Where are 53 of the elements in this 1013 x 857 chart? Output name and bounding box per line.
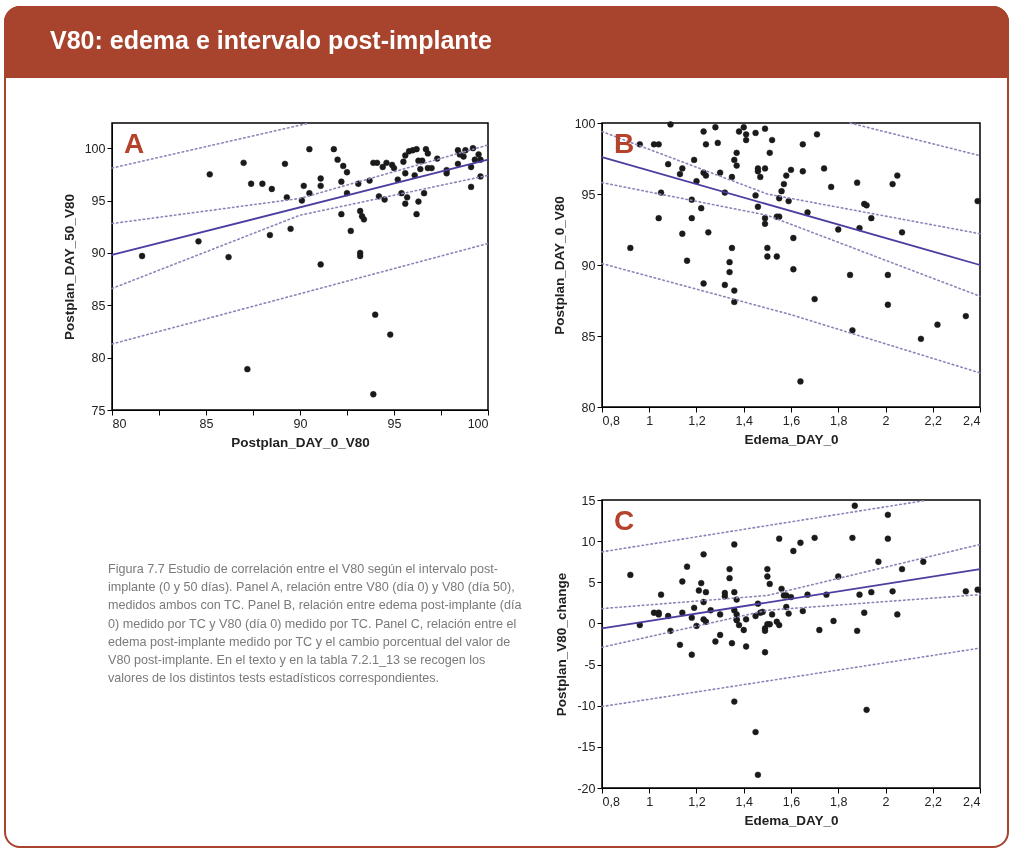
x-tick-label: 85 (199, 416, 214, 431)
y-tick-label: 90 (581, 258, 596, 273)
x-axis-title: Edema_DAY_0 (744, 813, 839, 828)
y-tick-label: 95 (91, 194, 106, 209)
y-tick-label: 75 (91, 403, 106, 418)
y-tick-label: 95 (581, 187, 596, 202)
x-tick-label: 0,8 (602, 413, 620, 428)
x-tick-label: 2 (882, 413, 890, 428)
x-tick-label: 1,6 (782, 413, 801, 428)
x-axis-title: Edema_DAY_0 (744, 432, 839, 447)
y-tick-label: -10 (577, 699, 596, 714)
y-tick-label: 80 (581, 400, 596, 415)
chart-title: V80: edema e intervalo post-implante (50, 26, 492, 55)
x-tick-label: 95 (387, 416, 402, 431)
x-tick-label: 1,2 (688, 413, 706, 428)
y-tick-label: -5 (584, 658, 596, 673)
x-tick-label: 1,8 (830, 413, 848, 428)
x-tick-label: 2 (882, 794, 890, 809)
x-axis-title: Postplan_DAY_0_V80 (231, 435, 370, 450)
x-tick-label: 2,2 (924, 794, 942, 809)
y-tick-label: 5 (588, 575, 596, 590)
x-tick-label: 0,8 (602, 794, 620, 809)
y-tick-label: -15 (577, 740, 596, 755)
y-tick-label: 100 (84, 141, 106, 156)
annotation: A (124, 128, 145, 159)
y-tick-label: 15 (581, 493, 596, 508)
y-tick-label: 80 (91, 351, 106, 366)
x-tick-label: 100 (467, 416, 489, 431)
x-tick-label: 80 (112, 416, 127, 431)
x-tick-label: 1 (646, 413, 654, 428)
annotation: B (614, 128, 635, 159)
y-axis-title: Postplan_DAY_0_V80 (551, 196, 567, 335)
y-tick-label: 0 (588, 616, 596, 631)
y-axis-title: Postplan_V80_change (554, 572, 570, 717)
x-tick-label: 1,8 (830, 794, 848, 809)
y-tick-label: 100 (574, 116, 596, 131)
x-tick-label: 1,6 (782, 794, 801, 809)
x-tick-label: 1,4 (735, 413, 753, 428)
y-tick-label: 85 (91, 298, 106, 313)
y-tick-label: 10 (581, 534, 596, 549)
text: Figura 7.7 Estudio de correlación entre el V80 según el intervalo post-implante (0 y 50 días). Panel A, relación entre V80 (día 0) y V80 (día 50), medidos ambos con TC. Panel B, relación entre edema post-implante (día 0) medido por TC y V80 (día 0) medido por TC. Panel C, relación entre el edema post-implante medido por TC y el cambio porcentual del valor de V80 post-implante. En el texto y en la tabla 7.2.1_13 se recogen los valores de los distintos tests estadísticos correspondientes. (108, 561, 523, 688)
x-tick-label: 1,2 (688, 794, 706, 809)
y-tick-label: 85 (581, 329, 596, 344)
x-tick-label: 2,2 (924, 413, 942, 428)
y-tick-label: -20 (577, 781, 596, 796)
x-tick-label: 1,4 (735, 794, 753, 809)
y-axis-title: Postplan_DAY_50_V80 (61, 194, 77, 340)
annotation: C (614, 505, 635, 536)
x-tick-label: 90 (293, 416, 308, 431)
x-tick-label: 1 (646, 794, 654, 809)
x-tick-label: 2,4 (963, 413, 981, 428)
x-tick-label: 2,4 (963, 794, 981, 809)
y-tick-label: 90 (91, 246, 106, 261)
